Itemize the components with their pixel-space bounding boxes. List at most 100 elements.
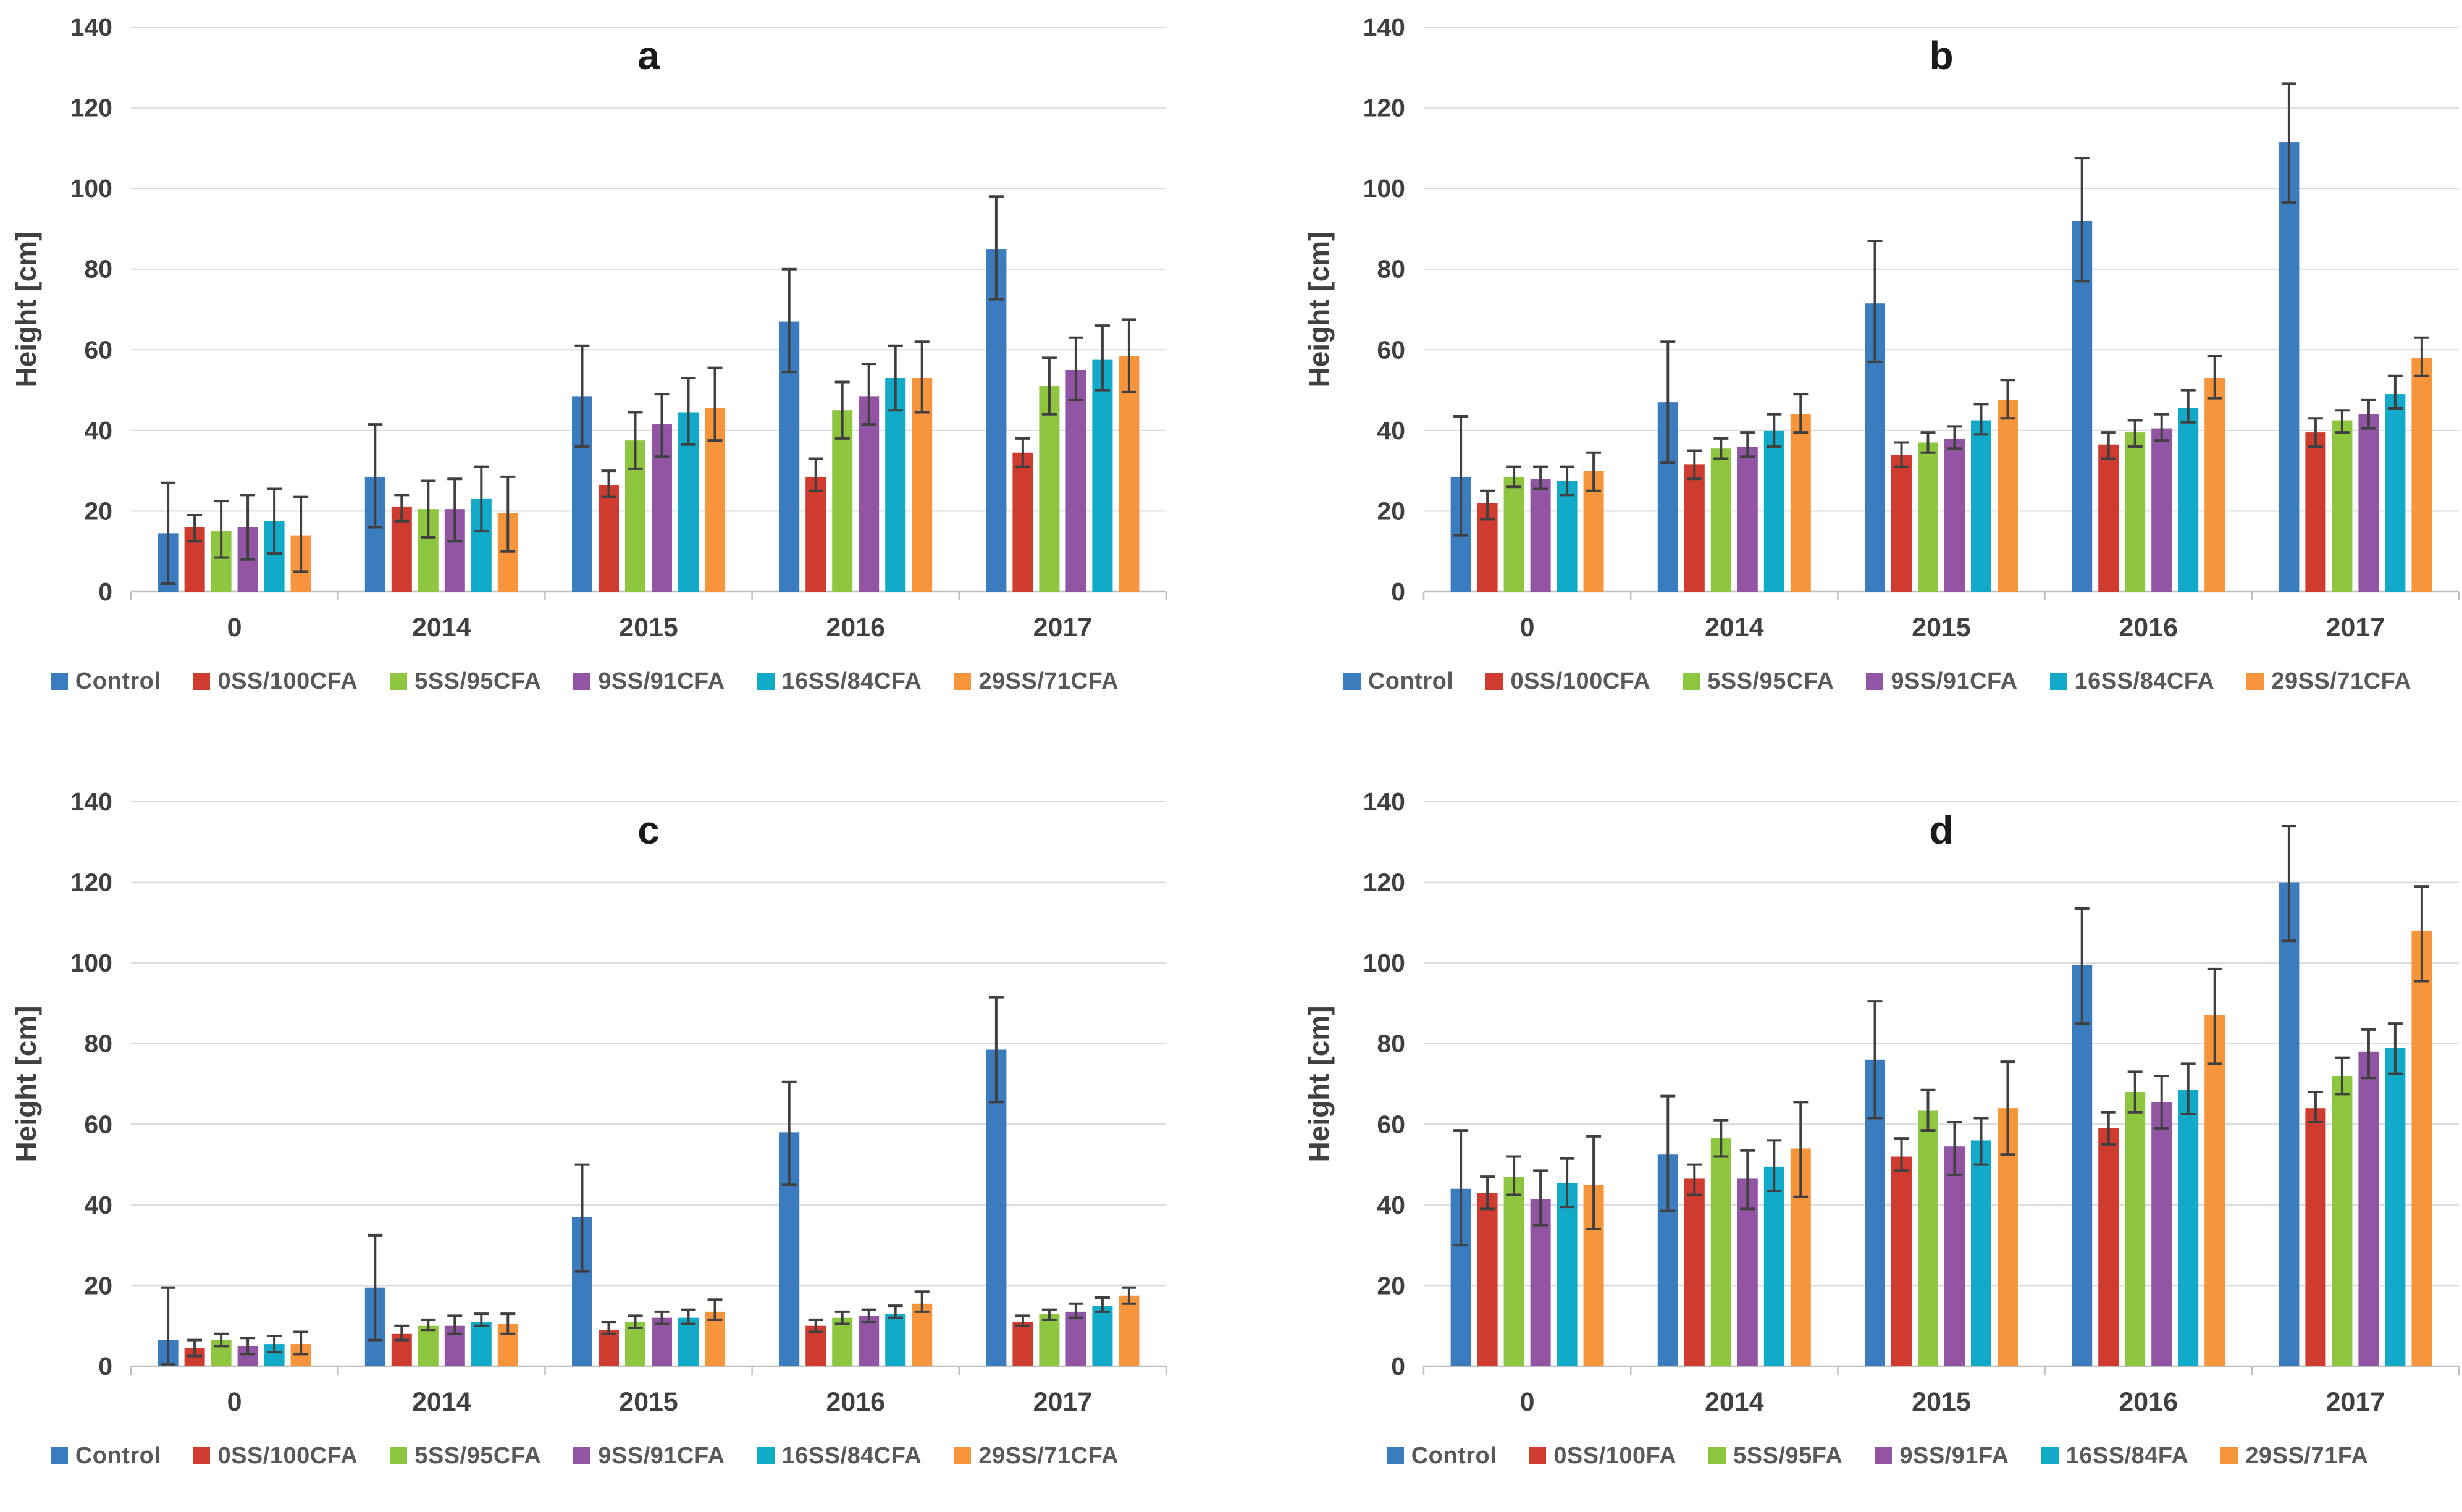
bar — [2305, 1108, 2326, 1366]
legend-swatch-icon — [390, 673, 408, 690]
bar — [1944, 438, 1965, 592]
y-tick-label: 100 — [1363, 174, 1405, 203]
bar-chart-b: 0 20 40 60 80 100 120 140 b Height [cm] 0 2014 2015 2… — [1303, 13, 2460, 641]
bar — [1092, 359, 1113, 592]
y-tick-label: 20 — [1377, 497, 1405, 525]
legend-swatch-icon — [757, 673, 775, 690]
y-tick-label: 60 — [1377, 1110, 1405, 1138]
bar — [1998, 400, 2018, 592]
y-tick-label: 120 — [1363, 868, 1405, 897]
bar — [1763, 430, 1784, 592]
y-tick-label: 20 — [84, 497, 112, 525]
x-tick-label: 2014 — [1705, 613, 1764, 641]
bar — [2411, 358, 2432, 592]
y-tick-label: 80 — [1377, 1030, 1405, 1058]
y-tick-label: 40 — [84, 1191, 112, 1219]
bar — [912, 1303, 933, 1366]
legend-item: 9SS/91CFA — [573, 1443, 725, 1469]
bar — [2098, 1128, 2119, 1366]
bar — [832, 410, 853, 592]
x-tick-label: 2015 — [619, 613, 678, 641]
y-tick-label: 60 — [1377, 335, 1405, 364]
bar — [1557, 481, 1578, 592]
y-tick-label: 80 — [1377, 255, 1405, 284]
legend-item: 16SS/84FA — [2041, 1443, 2189, 1469]
legend-item: 0SS/100FA — [1529, 1443, 1676, 1469]
legend-item: 29SS/71CFA — [954, 1443, 1119, 1469]
legend-b: Control 0SS/100CFA 5SS/95CFA 9SS/91CFA 16SS/… — [1293, 641, 2462, 721]
bar — [1039, 1314, 1060, 1366]
bar — [2178, 408, 2199, 592]
y-tick-label: 140 — [70, 788, 112, 816]
bar — [885, 1314, 906, 1366]
bar — [2098, 444, 2119, 592]
bar-chart-c: 0 20 40 60 80 100 120 140 c Height [cm] 0 2014 2015 2… — [10, 788, 1167, 1416]
y-tick-label: 40 — [1377, 416, 1405, 445]
legend-label: 0SS/100FA — [1553, 1442, 1677, 1469]
legend-item: 0SS/100CFA — [193, 668, 358, 695]
bar — [1790, 414, 1811, 592]
bar — [1477, 1193, 1498, 1366]
bar — [1684, 464, 1705, 592]
bar-chart-a: 0 20 40 60 80 100 120 140 a Height [cm] 0 2014 2015 2… — [10, 13, 1167, 641]
bar — [1971, 420, 1991, 592]
bar — [832, 1317, 853, 1366]
bar — [1944, 1146, 1965, 1366]
bar — [2178, 1090, 2199, 1366]
bar — [2332, 420, 2353, 592]
bar — [1530, 1199, 1551, 1366]
x-tick-label: 2015 — [1912, 613, 1971, 641]
bar — [1918, 442, 1938, 592]
legend-swatch-icon — [390, 1447, 408, 1464]
legend-swatch-icon — [1343, 673, 1361, 690]
x-tick-label: 2016 — [2119, 1387, 2178, 1416]
x-tick-label: 2016 — [2119, 613, 2178, 641]
bar — [1065, 1311, 1086, 1366]
legend-swatch-icon — [1708, 1447, 1726, 1464]
bar — [1092, 1306, 1113, 1366]
legend-swatch-icon — [1386, 1447, 1404, 1464]
legend-label: 9SS/91CFA — [598, 668, 725, 694]
y-tick-label: 0 — [1391, 1352, 1405, 1380]
bar — [599, 484, 619, 592]
legend-item: Control — [1343, 668, 1454, 695]
bar — [625, 1322, 645, 1366]
legend-item: 5SS/95CFA — [1683, 668, 1834, 695]
panel-title: c — [637, 808, 660, 852]
bar — [1503, 476, 1524, 592]
x-tick-label: 2016 — [826, 1387, 885, 1416]
bar — [1971, 1140, 1991, 1366]
bar-chart-d: 0 20 40 60 80 100 120 140 d Height [cm] 0 2014 2015 2… — [1303, 788, 2460, 1416]
x-tick-label: 0 — [227, 1387, 242, 1416]
y-tick-label: 0 — [98, 1352, 112, 1380]
bar — [1503, 1177, 1524, 1366]
legend-item: 29SS/71CFA — [2246, 668, 2411, 695]
legend-item: 9SS/91CFA — [1866, 668, 2017, 695]
legend-swatch-icon — [2246, 673, 2264, 690]
legend-d: Control 0SS/100FA 5SS/95FA 9SS/91FA 16SS/84F… — [1293, 1416, 2462, 1496]
legend-label: Control — [75, 1442, 161, 1469]
bar — [1737, 446, 1758, 592]
x-tick-label: 2017 — [2326, 1387, 2385, 1416]
legend-label: 0SS/100CFA — [217, 668, 358, 694]
y-tick-label: 140 — [70, 13, 112, 41]
bar — [2151, 428, 2172, 592]
legend-a: Control 0SS/100CFA 5SS/95CFA 9SS/91CFA 16SS/… — [0, 641, 1169, 721]
bar — [2279, 142, 2300, 592]
bar — [2305, 432, 2326, 592]
x-tick-label: 0 — [1520, 613, 1535, 641]
legend-label: 29SS/71CFA — [978, 1442, 1119, 1469]
x-tick-label: 2016 — [826, 613, 885, 641]
bar — [2125, 1092, 2146, 1366]
legend-swatch-icon — [193, 673, 211, 690]
bar — [1710, 448, 1731, 592]
legend-label: 29SS/71CFA — [978, 668, 1119, 694]
bar — [1012, 1322, 1033, 1366]
legend-label: 16SS/84CFA — [781, 1442, 922, 1469]
legend-swatch-icon — [1866, 673, 1884, 690]
bar — [2411, 930, 2432, 1366]
y-axis-label: Height [cm] — [10, 1006, 42, 1162]
y-tick-label: 60 — [84, 335, 112, 364]
y-tick-label: 80 — [84, 1030, 112, 1058]
